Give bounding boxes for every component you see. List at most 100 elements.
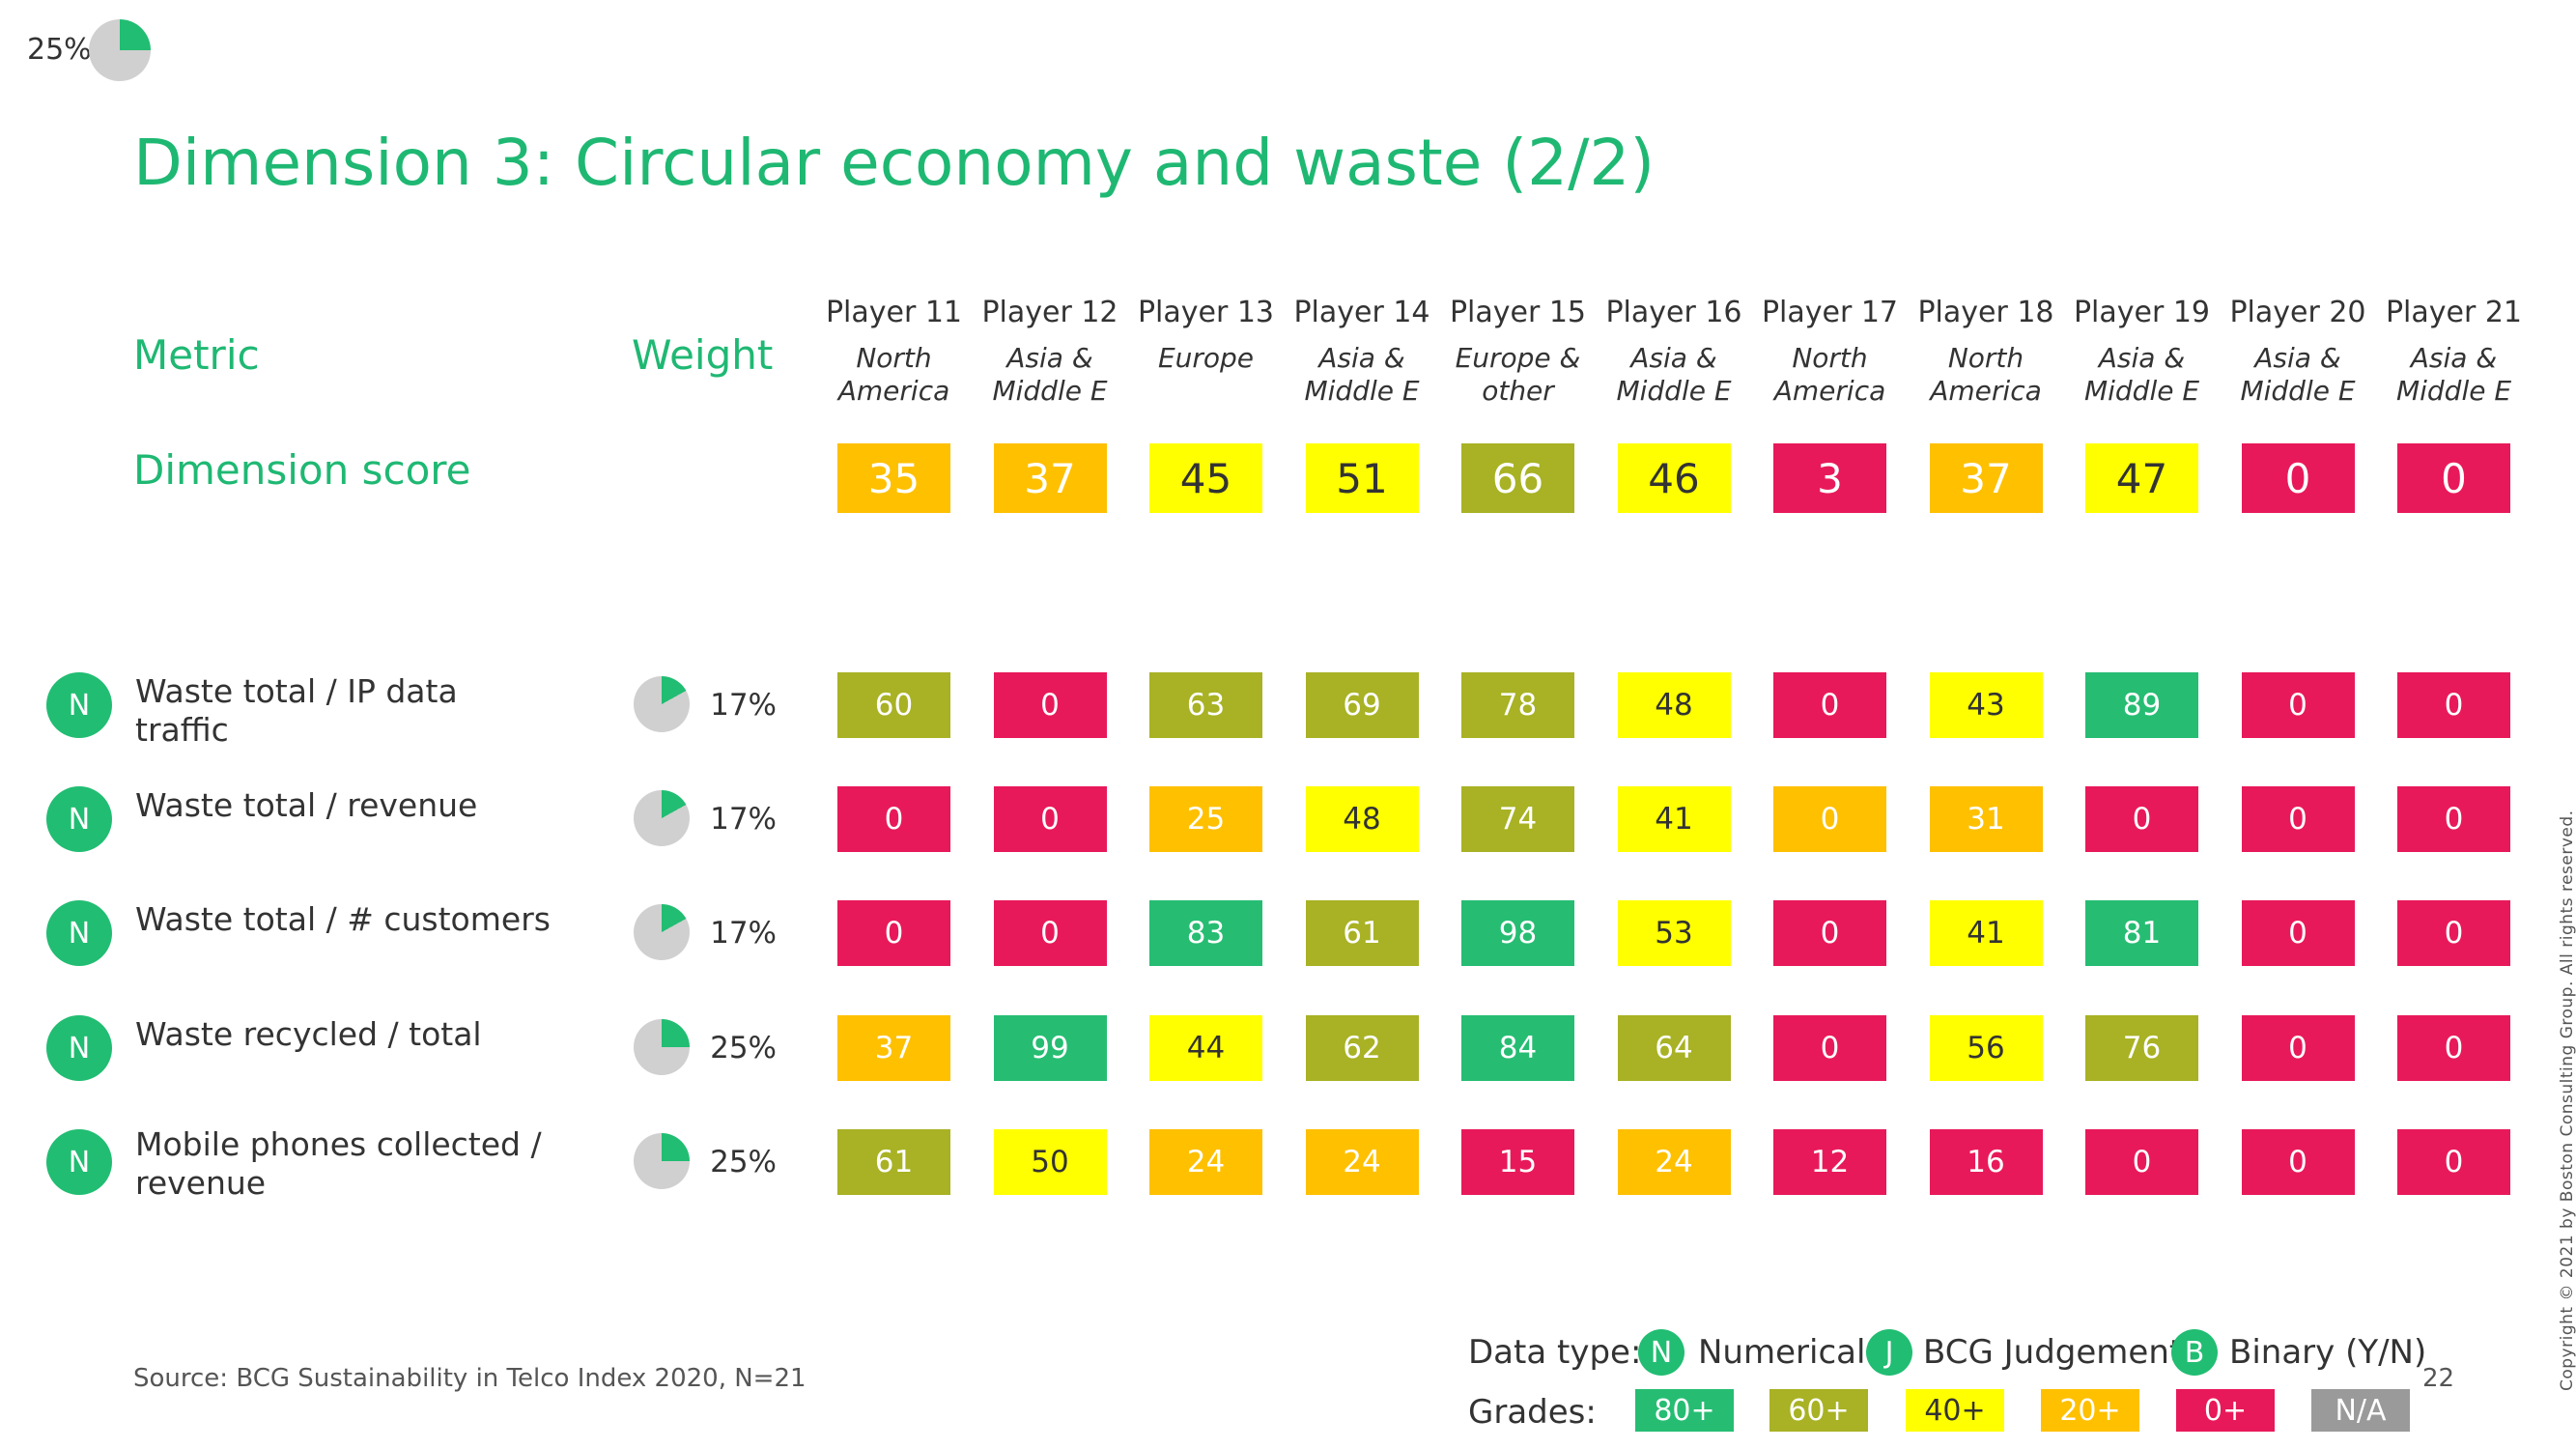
metric-score-cell: 0: [2397, 672, 2510, 738]
metric-score-cell: 0: [2397, 900, 2510, 966]
grade-legend-swatch: 60+: [1769, 1389, 1868, 1432]
player-name: Player 16: [1605, 296, 1742, 329]
metric-score-cell: 43: [1929, 672, 2043, 738]
page-title: Dimension 3: Circular economy and waste …: [133, 126, 1656, 200]
dimension-score-cell: 51: [1305, 443, 1419, 513]
player-region: North America: [837, 342, 950, 407]
metric-score-cell: 83: [1149, 900, 1262, 966]
weight-pie-icon: [634, 1019, 690, 1075]
player-name: Player 21: [2385, 296, 2523, 329]
player-region: Europe: [1157, 342, 1255, 374]
metric-score-cell: 99: [993, 1015, 1107, 1081]
metric-score-cell: 16: [1929, 1129, 2043, 1195]
dimension-score-cell: 0: [2397, 443, 2510, 513]
dimension-score-cell: 37: [993, 443, 1107, 513]
metric-label: Waste total / IP data traffic: [135, 672, 458, 749]
metric-score-cell: 48: [1305, 786, 1419, 852]
data-type-label: Data type:: [1468, 1333, 1642, 1372]
player-name: Player 18: [1917, 296, 2054, 329]
metric-header: Metric: [133, 331, 260, 379]
metric-score-cell: 0: [1773, 1015, 1886, 1081]
copyright-notice: Copyright © 2021 by Boston Consulting Gr…: [2558, 810, 2576, 1391]
player-region: Asia & Middle E: [1304, 342, 1420, 407]
player-name: Player 11: [825, 296, 963, 329]
player-region: Asia & Middle E: [2240, 342, 2356, 407]
metric-score-cell: 0: [1773, 900, 1886, 966]
metric-label: Mobile phones collected / revenue: [135, 1125, 542, 1202]
dimension-score-cell: 47: [2085, 443, 2198, 513]
metric-score-cell: 0: [993, 672, 1107, 738]
player-region: North America: [1773, 342, 1886, 407]
metric-score-cell: 69: [1305, 672, 1419, 738]
grade-legend-swatch: 80+: [1635, 1389, 1734, 1432]
metric-score-cell: 0: [2085, 1129, 2198, 1195]
progress-pie-icon: [89, 19, 151, 81]
metric-score-cell: 15: [1461, 1129, 1574, 1195]
metric-score-cell: 89: [2085, 672, 2198, 738]
metric-score-cell: 84: [1461, 1015, 1574, 1081]
legend-type-label: Binary (Y/N): [2229, 1333, 2427, 1372]
player-region: North America: [1930, 342, 2042, 407]
metric-score-cell: 61: [837, 1129, 950, 1195]
dimension-score-cell: 46: [1617, 443, 1731, 513]
page-number: 22: [2422, 1364, 2455, 1393]
metric-label: Waste recycled / total: [135, 1015, 482, 1053]
metric-label: Waste total / # customers: [135, 900, 551, 938]
numerical-type-badge: N: [46, 900, 112, 966]
metric-score-cell: 0: [2241, 1015, 2355, 1081]
metric-score-cell: 12: [1773, 1129, 1886, 1195]
metric-score-cell: 98: [1461, 900, 1574, 966]
metric-score-cell: 41: [1929, 900, 2043, 966]
metric-score-cell: 0: [2085, 786, 2198, 852]
metric-score-cell: 24: [1617, 1129, 1731, 1195]
metric-score-cell: 0: [2241, 1129, 2355, 1195]
weight-percent: 17%: [710, 688, 777, 723]
progress-percent: 25%: [27, 33, 92, 67]
legend-type-label: BCG Judgement: [1923, 1333, 2183, 1372]
source-note: Source: BCG Sustainability in Telco Inde…: [133, 1364, 807, 1393]
player-region: Asia & Middle E: [992, 342, 1108, 407]
metric-score-cell: 56: [1929, 1015, 2043, 1081]
weight-percent: 25%: [710, 1031, 777, 1065]
metric-score-cell: 0: [1773, 786, 1886, 852]
metric-score-cell: 0: [2241, 672, 2355, 738]
player-name: Player 14: [1293, 296, 1430, 329]
grade-legend-swatch: 20+: [2041, 1389, 2139, 1432]
numerical-type-badge: N: [46, 672, 112, 738]
player-name: Player 20: [2229, 296, 2366, 329]
weight-pie-icon: [634, 904, 690, 960]
metric-score-cell: 61: [1305, 900, 1419, 966]
grade-legend-swatch: 0+: [2176, 1389, 2275, 1432]
metric-score-cell: 63: [1149, 672, 1262, 738]
legend-type-badge: N: [1638, 1329, 1684, 1376]
metric-score-cell: 0: [2397, 1129, 2510, 1195]
dimension-score-cell: 37: [1929, 443, 2043, 513]
dimension-score-cell: 0: [2241, 443, 2355, 513]
metric-score-cell: 0: [1773, 672, 1886, 738]
player-name: Player 17: [1761, 296, 1899, 329]
legend-type-badge: B: [2171, 1329, 2218, 1376]
metric-score-cell: 24: [1305, 1129, 1419, 1195]
weight-pie-icon: [634, 676, 690, 732]
player-name: Player 12: [981, 296, 1118, 329]
player-name: Player 13: [1137, 296, 1275, 329]
numerical-type-badge: N: [46, 1129, 112, 1195]
metric-score-cell: 78: [1461, 672, 1574, 738]
metric-score-cell: 41: [1617, 786, 1731, 852]
metric-score-cell: 0: [837, 900, 950, 966]
player-region: Asia & Middle E: [2083, 342, 2200, 407]
grades-label: Grades:: [1468, 1393, 1597, 1432]
metric-score-cell: 0: [993, 900, 1107, 966]
metric-score-cell: 60: [837, 672, 950, 738]
metric-score-cell: 24: [1149, 1129, 1262, 1195]
numerical-type-badge: N: [46, 786, 112, 852]
metric-score-cell: 0: [993, 786, 1107, 852]
metric-label: Waste total / revenue: [135, 786, 478, 824]
metric-score-cell: 74: [1461, 786, 1574, 852]
metric-score-cell: 76: [2085, 1015, 2198, 1081]
legend-type-badge: J: [1866, 1329, 1912, 1376]
metric-score-cell: 53: [1617, 900, 1731, 966]
player-region: Asia & Middle E: [2395, 342, 2512, 407]
dimension-score-cell: 3: [1773, 443, 1886, 513]
metric-score-cell: 44: [1149, 1015, 1262, 1081]
